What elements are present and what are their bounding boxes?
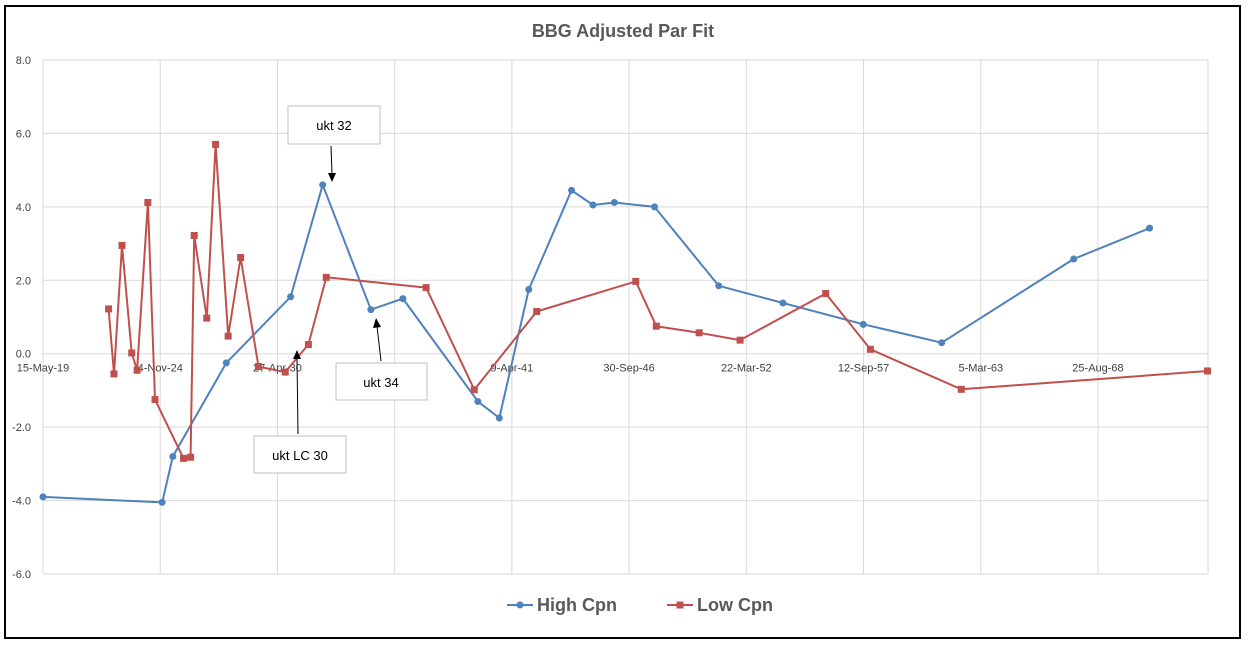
data-point-low-cpn — [190, 231, 198, 239]
y-tick-label: 2.0 — [16, 275, 31, 287]
annotation-label: ukt 34 — [363, 375, 398, 390]
x-tick-label: 22-Mar-52 — [721, 363, 772, 375]
data-point-low-cpn — [118, 241, 126, 249]
annotation-label: ukt 32 — [316, 118, 351, 133]
annotation-arrowhead — [328, 173, 336, 182]
data-point-low-cpn — [281, 368, 289, 376]
data-point-high-cpn — [319, 181, 327, 189]
y-tick-label: 8.0 — [16, 55, 31, 67]
x-tick-label: 4-Nov-24 — [138, 363, 183, 375]
legend-item-high-cpn: High Cpn — [507, 595, 617, 615]
data-point-high-cpn — [495, 414, 503, 422]
annotation-label: ukt LC 30 — [272, 448, 328, 463]
x-axis-ticks: 15-May-19 4-Nov-24 27-Apr-30 9-Apr-41 30-Sep… — [17, 363, 1124, 375]
data-point-low-cpn — [422, 284, 430, 292]
y-tick-label: -6.0 — [12, 569, 31, 581]
legend: High Cpn Low Cpn — [507, 595, 773, 615]
data-point-high-cpn — [938, 339, 946, 347]
data-point-high-cpn — [169, 453, 177, 461]
data-point-low-cpn — [1204, 367, 1212, 375]
data-point-high-cpn — [525, 285, 533, 293]
annotation-arrow — [376, 325, 382, 362]
chart-border — [4, 5, 1241, 639]
y-axis-ticks: 8.0 6.0 4.0 2.0 0.0 -2.0 -4.0 -6.0 — [12, 55, 31, 581]
data-point-low-cpn — [237, 254, 245, 262]
data-point-low-cpn — [632, 277, 640, 285]
series-high-cpn — [39, 181, 1154, 506]
annotation-arrowhead — [373, 318, 381, 328]
annotation-ukt-32: ukt 32 — [287, 105, 381, 182]
data-point-low-cpn — [322, 273, 330, 281]
data-point-high-cpn — [287, 293, 295, 301]
annotation-box — [253, 435, 347, 474]
series-layer — [39, 140, 1212, 506]
data-point-high-cpn — [610, 198, 618, 206]
data-point-low-cpn — [203, 314, 211, 322]
legend-label-low-cpn: Low Cpn — [697, 595, 773, 615]
data-point-low-cpn — [304, 341, 312, 349]
data-point-high-cpn — [859, 320, 867, 328]
annotations: ukt 32 ukt 34 ukt LC 30 — [253, 105, 428, 474]
data-point-high-cpn — [715, 282, 723, 290]
y-tick-label: 6.0 — [16, 128, 31, 140]
data-point-low-cpn — [957, 385, 965, 393]
data-point-high-cpn — [779, 299, 787, 307]
chart-title: BBG Adjusted Par Fit — [532, 21, 714, 41]
data-point-high-cpn — [1070, 255, 1078, 263]
annotation-ukt-lc-30: ukt LC 30 — [253, 350, 347, 474]
data-point-high-cpn — [39, 493, 47, 501]
annotation-box — [335, 362, 428, 401]
annotation-ukt-34: ukt 34 — [335, 318, 428, 401]
x-tick-label: 12-Sep-57 — [838, 363, 889, 375]
data-point-high-cpn — [568, 186, 576, 194]
data-point-low-cpn — [254, 363, 262, 371]
x-tick-label: 9-Apr-41 — [490, 363, 533, 375]
data-point-low-cpn — [736, 336, 744, 344]
y-tick-label: 4.0 — [16, 202, 31, 214]
data-point-low-cpn — [187, 453, 195, 461]
data-point-low-cpn — [110, 370, 118, 378]
annotation-arrow — [330, 145, 333, 175]
data-point-low-cpn — [822, 290, 830, 298]
data-point-high-cpn — [367, 306, 375, 314]
legend-swatch-marker — [516, 601, 524, 609]
data-point-low-cpn — [105, 305, 113, 313]
x-tick-label: 30-Sep-46 — [603, 363, 654, 375]
series-low-cpn — [105, 140, 1212, 462]
annotation-arrow — [296, 357, 299, 435]
legend-swatch-marker — [676, 601, 684, 609]
x-tick-label: 25-Aug-68 — [1072, 363, 1123, 375]
data-point-low-cpn — [866, 345, 874, 353]
legend-item-low-cpn: Low Cpn — [667, 595, 773, 615]
data-point-low-cpn — [133, 366, 141, 374]
data-point-high-cpn — [158, 498, 166, 506]
data-point-low-cpn — [128, 349, 136, 357]
x-tick-label: 5-Mar-63 — [958, 363, 1003, 375]
data-point-low-cpn — [533, 307, 541, 315]
data-point-high-cpn — [222, 359, 230, 367]
data-point-high-cpn — [589, 201, 597, 209]
annotation-box — [287, 105, 381, 145]
data-point-low-cpn — [470, 386, 478, 394]
data-point-low-cpn — [695, 329, 703, 337]
x-tick-label: 15-May-19 — [17, 363, 70, 375]
grid — [42, 59, 1209, 575]
y-tick-label: 0.0 — [16, 349, 31, 361]
data-point-high-cpn — [474, 397, 482, 405]
y-tick-label: -4.0 — [12, 496, 31, 508]
data-point-low-cpn — [180, 454, 188, 462]
y-tick-label: -2.0 — [12, 422, 31, 434]
legend-label-high-cpn: High Cpn — [537, 595, 617, 615]
data-point-low-cpn — [224, 332, 232, 340]
data-point-high-cpn — [399, 295, 407, 303]
data-point-low-cpn — [652, 322, 660, 330]
data-point-high-cpn — [650, 203, 658, 211]
data-point-low-cpn — [144, 198, 152, 206]
annotation-arrowhead — [293, 350, 301, 359]
data-point-low-cpn — [212, 140, 220, 148]
data-point-high-cpn — [1146, 224, 1154, 232]
data-point-low-cpn — [151, 396, 159, 404]
